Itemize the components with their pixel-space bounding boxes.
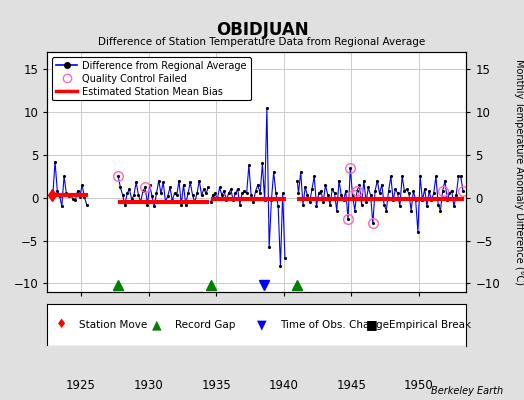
Text: ▲: ▲ bbox=[152, 318, 161, 332]
Text: ■: ■ bbox=[366, 318, 377, 332]
Text: Berkeley Earth: Berkeley Earth bbox=[431, 386, 503, 396]
Text: Record Gap: Record Gap bbox=[175, 320, 235, 330]
Legend: Difference from Regional Average, Quality Control Failed, Estimated Station Mean: Difference from Regional Average, Qualit… bbox=[52, 57, 250, 100]
Text: Time of Obs. Change: Time of Obs. Change bbox=[280, 320, 389, 330]
Text: ▼: ▼ bbox=[257, 318, 266, 332]
Text: Station Move: Station Move bbox=[79, 320, 147, 330]
Y-axis label: Monthly Temperature Anomaly Difference (°C): Monthly Temperature Anomaly Difference (… bbox=[514, 59, 524, 285]
Text: ♦: ♦ bbox=[56, 318, 67, 332]
Text: OBIDJUAN: OBIDJUAN bbox=[216, 21, 308, 39]
Text: Difference of Station Temperature Data from Regional Average: Difference of Station Temperature Data f… bbox=[99, 37, 425, 47]
Text: Empirical Break: Empirical Break bbox=[389, 320, 471, 330]
